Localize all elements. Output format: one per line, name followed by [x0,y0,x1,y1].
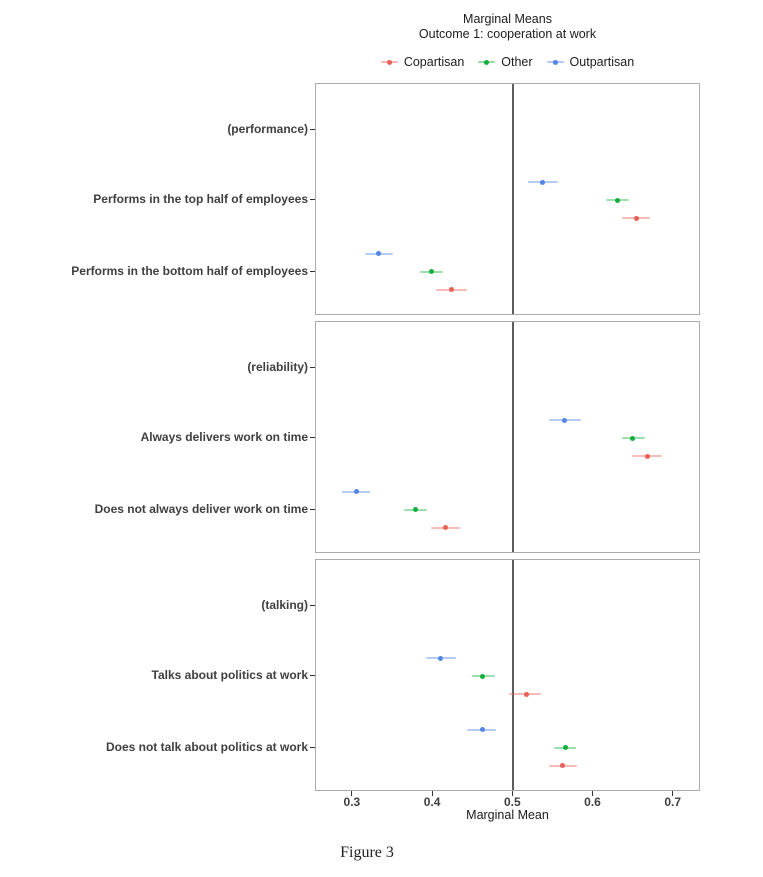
legend-item-copartisan: Copartisan [380,55,465,69]
y-axis-tick [310,675,315,676]
y-axis-tick [310,199,315,200]
y-axis-label: Performs in the top half of employees [93,192,308,206]
y-axis-label: Does not talk about politics at work [105,739,308,754]
y-axis-tick [310,270,315,272]
x-axis-tick [672,791,674,796]
point-estimate [615,197,621,203]
reference-line [512,322,515,552]
point-estimate [376,251,382,257]
legend-item-other: Other [478,55,533,69]
point-estimate [523,691,529,697]
chart-subtitle: Outcome 1: cooperation at work [418,27,597,41]
figure-caption: Figure 3 [340,844,394,861]
y-axis-label: (reliability) [247,360,308,375]
x-axis-tick-label: 0.3 [343,795,361,809]
y-axis-tick [310,746,315,748]
reference-line [512,84,515,314]
point-estimate [437,655,443,661]
point-estimate [633,215,639,221]
copartisan-pointrange-icon [380,58,398,67]
point-estimate [644,453,650,459]
point-estimate [480,673,486,679]
chart-title: Marginal Means [463,12,552,26]
y-axis-label: (performance) [227,122,308,137]
y-axis-label: Does not always deliver work on time [94,501,308,516]
point-estimate [559,763,565,769]
point-estimate [562,745,568,751]
other-pointrange-icon [478,58,496,67]
point-estimate [562,417,568,423]
legend: Copartisan Other Outpartisan [315,54,700,70]
x-axis-tick [592,791,594,796]
y-axis-tick [310,367,315,369]
x-axis-tick-label: 0.7 [664,795,682,809]
point-estimate [630,435,636,441]
y-axis-label: Talks about politics at work [151,668,308,682]
x-axis-tick [431,791,433,796]
outpartisan-pointrange-icon [546,58,564,67]
y-axis-label: Always delivers work on time [140,430,308,444]
x-axis-tick [511,791,513,796]
point-estimate [429,269,434,275]
y-axis-tick [310,605,315,607]
y-axis-tick [310,129,315,131]
x-axis-tick-label: 0.5 [503,795,521,809]
point-estimate [412,507,418,513]
x-axis-tick-label: 0.6 [584,795,601,809]
legend-label: Copartisan [403,55,465,69]
legend-label: Outpartisan [569,55,635,69]
facet-panel-talking [315,559,700,791]
y-axis-tick [310,437,315,438]
legend-label: Other [501,55,533,69]
y-axis-tick [310,508,315,510]
x-axis-tick [351,791,353,796]
legend-item-outpartisan: Outpartisan [546,55,635,69]
x-axis-title: Marginal Mean [466,808,549,822]
y-axis-label: Performs in the bottom half of employees [71,263,308,278]
reference-line [512,560,515,790]
point-estimate [449,287,455,293]
x-axis-tick-label: 0.4 [423,795,441,809]
facet-panel-performance [315,83,700,315]
point-estimate [540,179,546,185]
facet-panel-reliability [315,321,700,553]
point-estimate [353,489,359,495]
point-estimate [479,727,485,733]
y-axis-label: (talking) [261,598,308,613]
point-estimate [442,525,448,531]
